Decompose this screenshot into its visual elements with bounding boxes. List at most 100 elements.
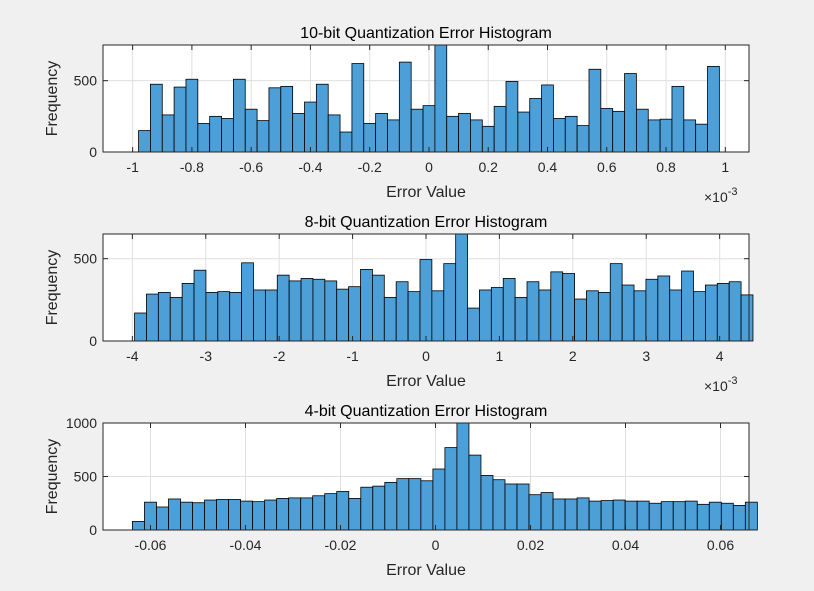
y-axis-label: Frequency: [44, 61, 61, 137]
histogram-bar: [550, 271, 564, 342]
histogram-bar: [156, 506, 169, 531]
histogram-bar: [609, 263, 623, 342]
histogram-bar: [444, 447, 458, 531]
x-tick-label: 0.4: [538, 159, 558, 175]
y-axis-label: Frequency: [44, 250, 61, 326]
histogram-bar: [276, 498, 290, 531]
histogram-bar: [185, 78, 199, 153]
histogram-bar: [517, 111, 531, 153]
chart-title: 8-bit Quantization Error Histogram: [305, 214, 548, 231]
x-tick-label: -0.8: [180, 159, 204, 175]
y-tick-label: 500: [74, 469, 98, 485]
histogram-bar: [180, 501, 193, 531]
histogram-bar: [288, 497, 302, 531]
histogram-bar: [588, 500, 602, 531]
histogram-bar: [300, 278, 314, 342]
histogram-bar: [432, 468, 446, 531]
histogram-bar: [410, 108, 424, 153]
plot-8-bit-histogram: -4 -3 -2 -1 0 1 2 3 4 0 500 8-bit Quantization Erro…: [44, 214, 754, 394]
x-tick-label: 0.04: [612, 537, 639, 553]
histogram-bar: [455, 233, 468, 342]
histogram-bar: [168, 498, 181, 531]
histogram-bar: [276, 274, 290, 342]
histogram-bar: [181, 282, 195, 342]
histogram-bar: [660, 501, 674, 531]
axes-box: [102, 44, 750, 153]
histogram-bar: [446, 115, 459, 153]
x-tick-label: 2: [569, 348, 577, 364]
histogram-bar: [264, 289, 278, 342]
histogram-bar: [684, 500, 698, 531]
histogram-bar: [648, 502, 662, 531]
x-tick-label: 1: [721, 159, 729, 175]
histogram-bar: [197, 123, 211, 153]
histogram-bar: [256, 120, 270, 153]
histogram-bar: [351, 63, 365, 153]
histogram-bar: [312, 495, 326, 531]
histogram-bar: [280, 85, 294, 153]
histogram-bar: [540, 492, 554, 531]
histogram-bar: [744, 501, 758, 531]
histogram-bar: [479, 289, 492, 342]
histogram-bar: [221, 118, 234, 153]
histogram-bar: [360, 268, 373, 342]
x-tick-label: 3: [642, 348, 650, 364]
histogram-bar: [360, 486, 374, 531]
histogram-bar: [217, 291, 231, 342]
histogram-bar: [375, 113, 388, 153]
histogram-bar: [597, 292, 611, 342]
histogram-bar: [434, 44, 448, 153]
histogram-bar: [624, 73, 637, 153]
x-tick-label: -2: [273, 348, 286, 364]
histogram-bar: [422, 105, 436, 153]
histogram-bar: [324, 493, 338, 531]
histogram-bar: [312, 278, 326, 342]
y-tick-label: 1000: [66, 415, 97, 431]
chart-title: 4-bit Quantization Error Histogram: [305, 403, 548, 420]
histogram-bar: [398, 61, 412, 153]
y-tick-label: 0: [89, 522, 97, 538]
histogram-bar: [132, 521, 145, 531]
histogram-bar: [526, 281, 540, 342]
histogram-bar: [621, 284, 635, 342]
histogram-bar: [467, 307, 480, 342]
histogram-bar: [470, 119, 483, 153]
x-tick-label: -3: [200, 348, 213, 364]
histogram-bar: [383, 296, 397, 342]
histogram-bar: [708, 501, 722, 531]
y-tick-label: 0: [89, 144, 97, 160]
histogram-bar: [564, 498, 578, 531]
histogram-bar: [600, 500, 614, 531]
x-axis-label: Error Value: [386, 562, 466, 579]
histogram-bar: [468, 454, 482, 531]
histogram-bar: [244, 108, 258, 153]
x-tick-label: 0.06: [707, 537, 734, 553]
histogram-bar: [304, 101, 317, 153]
histogram-bar: [241, 262, 254, 342]
histogram-bar: [502, 278, 516, 342]
histogram-bar: [315, 83, 329, 153]
histogram-bar: [552, 498, 566, 531]
x-tick-label: -0.2: [358, 159, 382, 175]
histogram-bar: [134, 312, 147, 342]
histogram-bar: [576, 125, 590, 153]
x-tick-label: -0.04: [230, 537, 262, 553]
histogram-bar: [732, 504, 746, 531]
x-tick-label: -0.02: [325, 537, 357, 553]
histogram-bar: [683, 119, 697, 153]
histogram-bar: [645, 278, 659, 342]
histogram-bar: [232, 78, 246, 153]
histogram-bar: [720, 502, 734, 531]
histogram-bar: [419, 259, 433, 342]
histogram-bar: [716, 282, 730, 342]
histogram-bar: [372, 274, 385, 342]
histogram-bar: [480, 475, 494, 531]
histogram-bar: [612, 499, 626, 531]
histogram-bar: [146, 293, 159, 342]
y-tick-label: 500: [74, 251, 98, 267]
x-tick-label: 0.8: [656, 159, 676, 175]
histogram-bar: [728, 281, 742, 342]
histogram-bar: [407, 291, 421, 342]
histogram-bar: [205, 292, 219, 342]
